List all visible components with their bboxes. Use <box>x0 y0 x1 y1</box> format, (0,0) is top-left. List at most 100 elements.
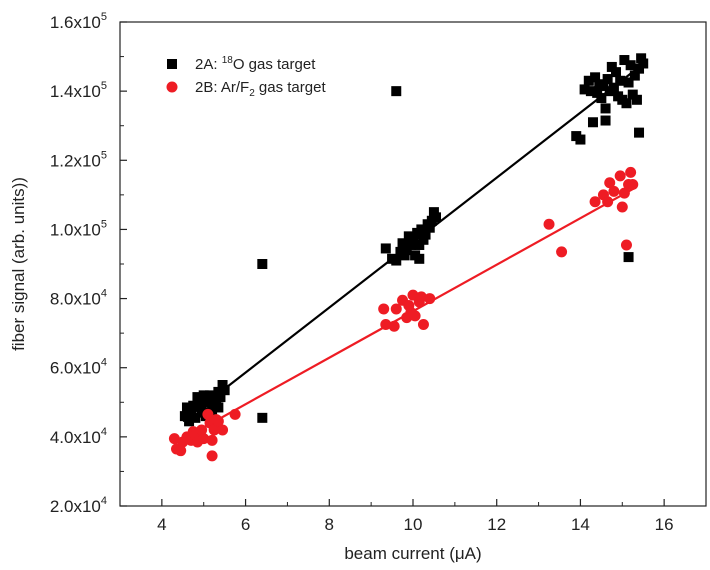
point-2b <box>212 415 224 427</box>
point-2a <box>602 74 613 85</box>
y-tick-exponent: 4 <box>101 357 107 369</box>
point-2a <box>190 412 201 423</box>
point-2b <box>625 166 637 178</box>
point-2a <box>416 224 427 235</box>
point-2b <box>380 319 392 330</box>
y-tick-exponent: 5 <box>101 149 107 161</box>
point-2a <box>401 245 412 256</box>
y-tick-exponent: 4 <box>101 426 107 438</box>
point-2b <box>217 424 229 436</box>
point-2a <box>583 75 594 86</box>
y-tick-label: 1.4x105 <box>50 80 107 101</box>
legend-2a-suffix: O gas target <box>233 56 316 73</box>
point-2a <box>219 385 230 396</box>
point-2b <box>602 196 614 208</box>
point-2a <box>431 212 442 223</box>
point-2b <box>627 178 639 190</box>
y-tick-label: 1.0x105 <box>50 218 107 239</box>
legend-2b-prefix: 2B: Ar/F <box>195 79 249 96</box>
point-2a <box>634 127 645 138</box>
point-2a <box>414 253 425 264</box>
point-2a <box>592 87 603 98</box>
point-2b <box>378 303 390 315</box>
point-2b <box>202 408 214 420</box>
x-axis-title: beam current (μA) <box>344 544 481 563</box>
y-tick-label: 1.2x105 <box>50 149 107 170</box>
y-tick-mantissa: 1.4x10 <box>50 82 101 101</box>
y-tick-exponent: 5 <box>101 80 107 92</box>
point-2a <box>615 75 626 86</box>
x-tick-label: 10 <box>404 515 423 534</box>
point-2b <box>415 291 427 303</box>
point-2a <box>217 380 228 390</box>
legend-2b-suffix: gas target <box>255 79 327 96</box>
y-tick-label: 4.0x104 <box>50 426 107 447</box>
y-tick-label: 2.0x104 <box>50 495 107 516</box>
point-2a <box>202 397 213 408</box>
point-2b <box>198 433 210 445</box>
point-2b <box>424 293 436 305</box>
legend-2a-sup: 18 <box>222 55 234 66</box>
point-2a <box>611 67 622 78</box>
y-axis: 2.0x1044.0x1046.0x1048.0x1041.0x1051.2x1… <box>50 11 127 516</box>
point-2a <box>414 239 425 250</box>
point-2a <box>608 82 619 93</box>
point-2a <box>587 117 598 128</box>
point-2b <box>604 177 616 189</box>
point-2b <box>589 196 601 208</box>
point-2a <box>600 103 611 114</box>
point-2a <box>418 234 429 245</box>
point-2a <box>405 239 416 250</box>
point-2a <box>213 386 224 397</box>
y-tick-exponent: 4 <box>101 495 107 507</box>
point-2a <box>629 70 640 81</box>
point-2b <box>409 310 421 322</box>
point-2a <box>600 115 611 126</box>
point-2a <box>619 55 630 66</box>
legend: 2A: 18O gas target 2B: Ar/F2 gas target <box>166 55 326 99</box>
y-tick-label: 1.6x105 <box>50 11 107 32</box>
point-2b <box>620 239 632 251</box>
y-tick-mantissa: 1.2x10 <box>50 151 101 170</box>
x-tick-label: 8 <box>325 515 334 534</box>
point-2a <box>621 98 632 109</box>
point-2a <box>188 400 199 411</box>
point-2a <box>408 233 418 244</box>
y-tick-mantissa: 1.6x10 <box>50 13 101 32</box>
point-2a <box>397 238 408 249</box>
point-2a <box>186 407 197 418</box>
point-2a <box>399 250 410 261</box>
point-2a <box>179 411 190 422</box>
point-2a <box>606 61 617 72</box>
point-2a <box>257 412 268 423</box>
point-2a <box>579 84 590 95</box>
legend-marker-2a <box>167 59 177 69</box>
x-tick-label: 4 <box>157 515 166 534</box>
point-2a <box>424 222 435 233</box>
y-tick-mantissa: 1.0x10 <box>50 220 101 239</box>
point-2a <box>634 63 645 74</box>
legend-2b-sub: 2 <box>249 88 255 99</box>
point-2b <box>206 450 218 462</box>
point-2a <box>428 207 439 218</box>
y-tick-exponent: 5 <box>101 218 107 230</box>
point-2a <box>209 395 220 406</box>
point-2b <box>196 424 208 436</box>
y-tick-mantissa: 6.0x10 <box>50 359 101 378</box>
point-2b <box>208 424 220 436</box>
legend-label-2b: 2B: Ar/F2 gas target <box>195 79 326 99</box>
y-tick-exponent: 4 <box>101 288 107 300</box>
point-2b <box>618 187 630 199</box>
point-2a <box>420 229 431 240</box>
point-2a <box>380 243 391 254</box>
legend-2a-prefix: 2A: <box>195 56 222 73</box>
point-2a <box>636 53 647 64</box>
point-2b <box>614 170 626 182</box>
point-2a <box>631 94 642 105</box>
point-2a <box>625 60 636 71</box>
point-2b <box>608 185 620 197</box>
point-2b <box>168 433 180 445</box>
point-2a <box>596 93 607 104</box>
data-points <box>168 53 649 462</box>
